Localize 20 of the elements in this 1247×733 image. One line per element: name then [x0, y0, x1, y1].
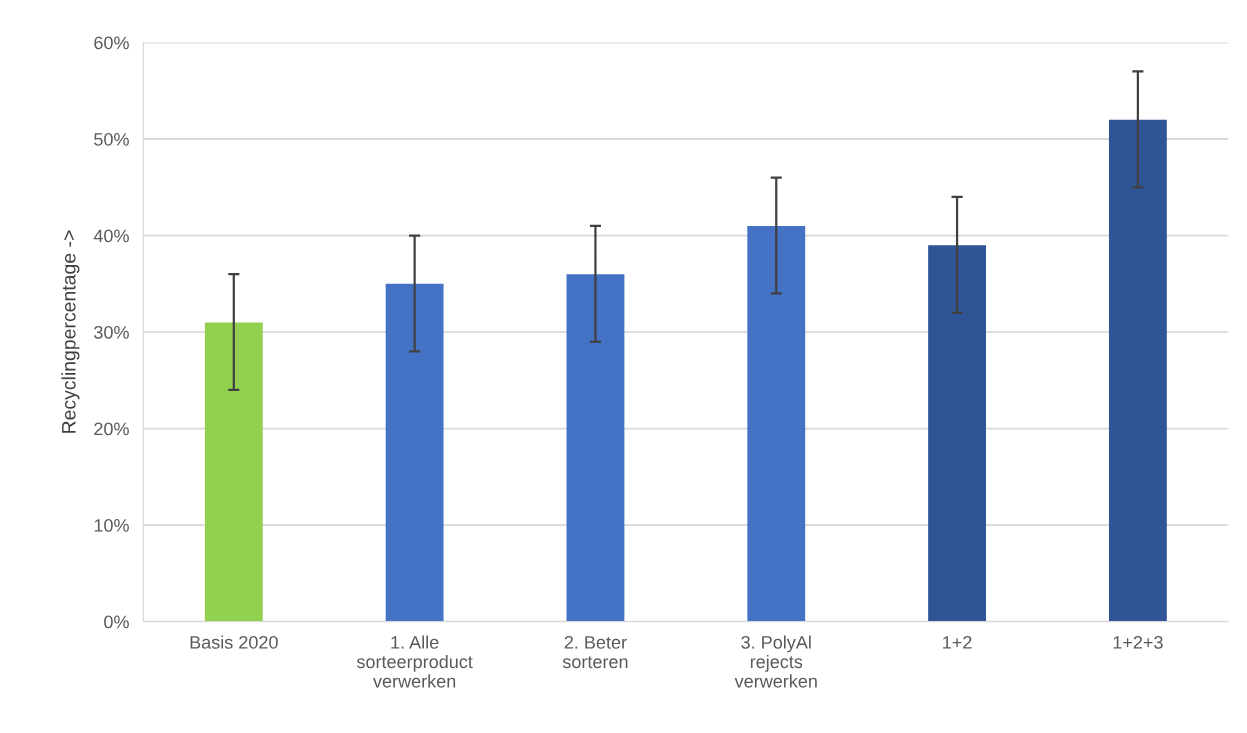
y-tick-label: 40% — [93, 229, 129, 243]
x-tick-label: 1+2+3 — [1113, 635, 1163, 649]
bar — [566, 274, 625, 622]
y-tick-label: 20% — [94, 422, 129, 436]
y-tick-label: 50% — [94, 132, 129, 146]
x-tick-label: 1+2 — [943, 635, 972, 649]
y-tick-label: 10% — [94, 519, 129, 532]
bar — [747, 225, 806, 622]
bar — [385, 283, 444, 622]
bar — [928, 245, 986, 622]
y-tick-label: 30% — [94, 325, 129, 339]
x-tick-label: 2. Beter sorteren — [562, 635, 628, 669]
x-tick-label: 3. PolyAl rejects verwerken — [734, 635, 817, 688]
y-tick-label: 60% — [94, 36, 129, 50]
bar — [1108, 119, 1167, 622]
y-axis-title: Recyclingpercentage -> — [61, 230, 80, 433]
bar — [204, 322, 263, 622]
x-tick-label: Basis 2020 — [190, 635, 278, 649]
x-tick-label: 1. Alle sorteerproduct verwerken — [356, 635, 473, 688]
y-tick-label: 0% — [104, 615, 129, 629]
